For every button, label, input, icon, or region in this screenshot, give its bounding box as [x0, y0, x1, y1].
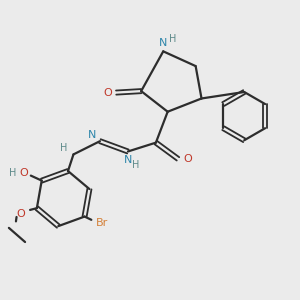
Text: Br: Br: [96, 218, 108, 228]
Text: N: N: [88, 130, 96, 140]
Text: O: O: [183, 154, 192, 164]
Text: H: H: [132, 160, 139, 170]
Text: H: H: [169, 34, 177, 44]
Text: H: H: [10, 168, 17, 178]
Text: O: O: [17, 209, 26, 219]
Text: O: O: [20, 168, 28, 178]
Text: O: O: [103, 88, 112, 98]
Text: N: N: [124, 155, 132, 165]
Text: H: H: [60, 143, 68, 153]
Text: N: N: [159, 38, 167, 48]
